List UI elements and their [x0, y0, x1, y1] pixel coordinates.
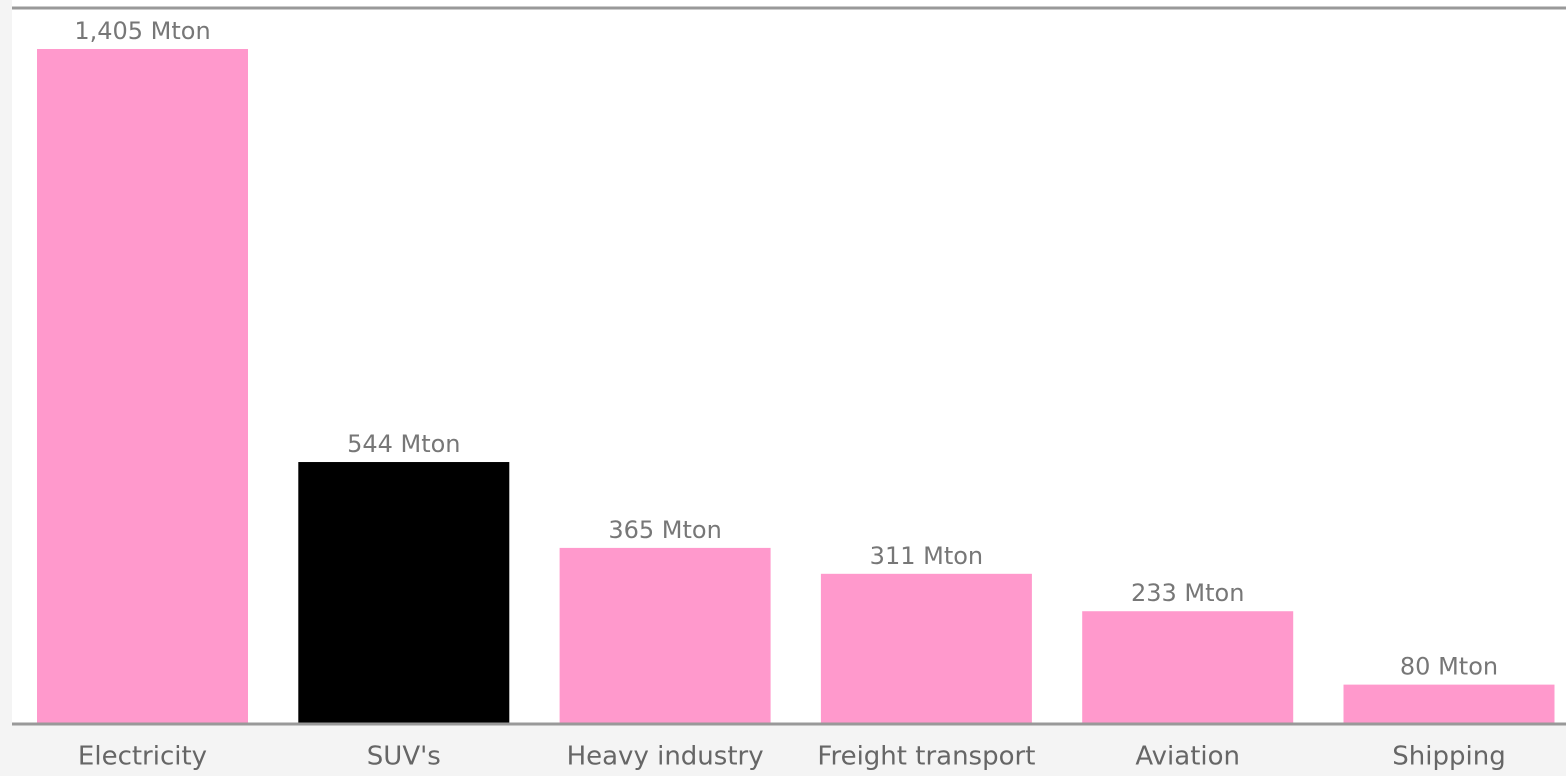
value-label: 365 Mton — [608, 516, 721, 544]
x-tick-label: Heavy industry — [567, 742, 764, 772]
bar — [298, 462, 510, 723]
bars — [37, 49, 1555, 723]
plot-background — [12, 0, 1566, 724]
x-tick-label: Electricity — [78, 742, 207, 772]
bar — [820, 573, 1032, 723]
x-tick-label: Shipping — [1392, 742, 1505, 772]
value-label: 233 Mton — [1131, 579, 1244, 607]
bar — [1082, 611, 1294, 723]
bar — [1343, 684, 1555, 723]
x-tick-label: Aviation — [1135, 742, 1240, 772]
value-label: 80 Mton — [1400, 653, 1498, 681]
value-label: 544 Mton — [347, 430, 460, 458]
bar — [37, 49, 248, 723]
value-label: 311 Mton — [870, 542, 983, 570]
x-tick-label: SUV's — [367, 742, 441, 772]
value-label: 1,405 Mton — [74, 17, 210, 45]
x-tick-label: Freight transport — [817, 742, 1035, 772]
bar — [559, 547, 771, 723]
